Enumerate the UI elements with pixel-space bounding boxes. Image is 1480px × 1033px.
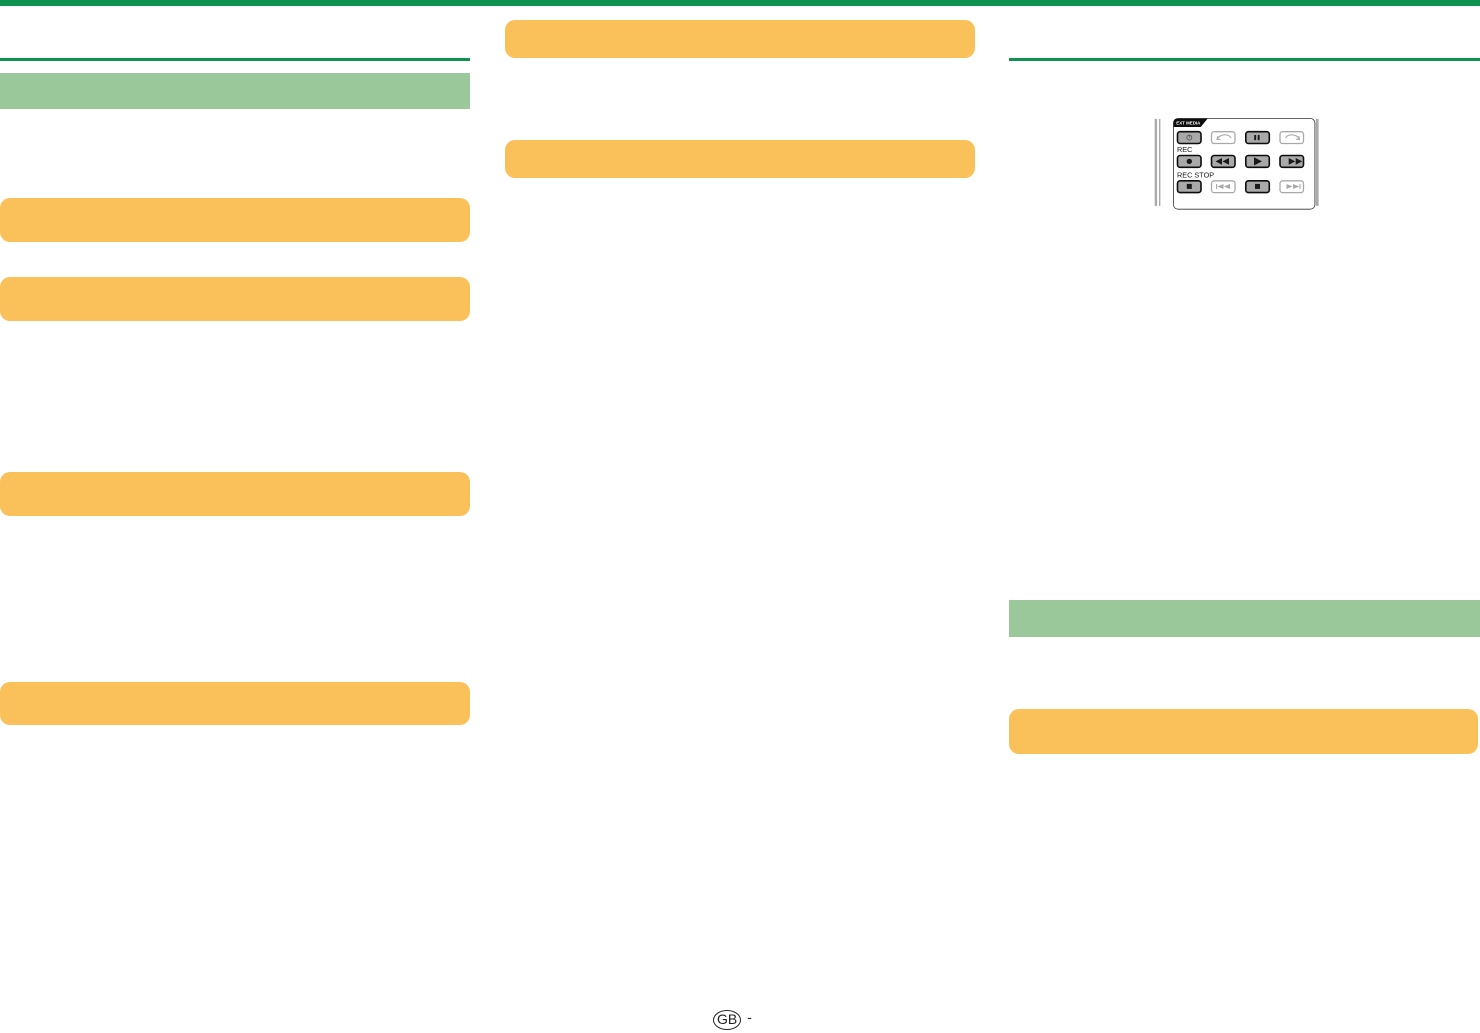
svg-text:REC STOP: REC STOP xyxy=(1177,171,1214,180)
svg-text:REC: REC xyxy=(1177,145,1192,154)
svg-text:EXT MEDIA: EXT MEDIA xyxy=(1176,120,1200,125)
